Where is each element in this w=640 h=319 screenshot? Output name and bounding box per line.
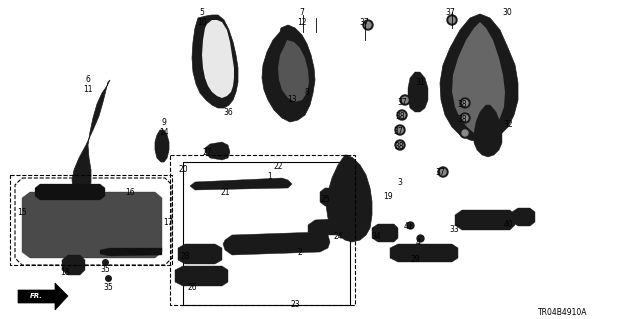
Polygon shape	[262, 25, 315, 122]
Polygon shape	[455, 210, 515, 230]
Polygon shape	[22, 192, 162, 258]
Circle shape	[400, 95, 410, 105]
Text: 40: 40	[503, 220, 513, 229]
Polygon shape	[390, 244, 458, 262]
Polygon shape	[178, 244, 222, 264]
Text: 31: 31	[415, 78, 425, 87]
Text: 24: 24	[333, 232, 343, 241]
Text: 7: 7	[300, 8, 305, 17]
Polygon shape	[205, 142, 230, 160]
Text: 35: 35	[103, 283, 113, 292]
Text: 19: 19	[383, 192, 393, 201]
Circle shape	[365, 22, 371, 28]
Text: 38: 38	[394, 142, 404, 151]
Polygon shape	[512, 208, 535, 226]
Text: 37: 37	[359, 18, 369, 27]
Text: 37: 37	[435, 168, 445, 177]
Text: 38: 38	[457, 115, 467, 124]
Text: 23: 23	[290, 300, 300, 309]
Text: 20: 20	[178, 165, 188, 174]
Text: 5: 5	[200, 8, 204, 17]
Text: 37: 37	[397, 98, 407, 107]
Text: 8: 8	[305, 88, 309, 97]
Text: 34: 34	[371, 232, 381, 241]
Text: 21: 21	[220, 188, 230, 197]
Polygon shape	[35, 184, 105, 200]
Text: FR.: FR.	[29, 293, 42, 299]
Circle shape	[440, 169, 446, 175]
Text: 17: 17	[163, 218, 173, 227]
Circle shape	[395, 125, 405, 135]
Polygon shape	[326, 155, 372, 242]
Text: 11: 11	[83, 85, 93, 94]
Circle shape	[397, 127, 403, 133]
Polygon shape	[62, 255, 85, 275]
Polygon shape	[474, 105, 502, 157]
Text: 29: 29	[410, 255, 420, 264]
Text: 12: 12	[297, 18, 307, 27]
Circle shape	[449, 17, 455, 23]
Text: 38: 38	[395, 112, 405, 121]
Polygon shape	[18, 283, 68, 310]
Circle shape	[462, 100, 468, 106]
Text: TR04B4910A: TR04B4910A	[538, 308, 588, 317]
Polygon shape	[175, 266, 228, 286]
Text: 15: 15	[17, 208, 27, 217]
Text: 35: 35	[100, 265, 110, 274]
Text: 3: 3	[397, 178, 403, 187]
Text: 36: 36	[223, 108, 233, 117]
Text: 27: 27	[202, 148, 212, 157]
Text: 6: 6	[86, 75, 90, 84]
Circle shape	[460, 128, 470, 138]
Polygon shape	[320, 188, 337, 206]
Circle shape	[397, 110, 407, 120]
Text: 38: 38	[457, 100, 467, 109]
Text: 2: 2	[298, 248, 302, 257]
Circle shape	[363, 20, 373, 30]
Circle shape	[395, 140, 405, 150]
Polygon shape	[72, 80, 110, 197]
Text: 10: 10	[197, 18, 207, 27]
Polygon shape	[308, 218, 356, 235]
Text: 22: 22	[273, 162, 283, 171]
Circle shape	[462, 115, 468, 121]
Polygon shape	[452, 22, 505, 136]
Polygon shape	[155, 130, 169, 162]
Text: 26: 26	[187, 283, 197, 292]
Circle shape	[438, 167, 448, 177]
Text: 37: 37	[445, 8, 455, 17]
Polygon shape	[192, 15, 238, 108]
Polygon shape	[408, 72, 428, 112]
Polygon shape	[278, 40, 309, 102]
Text: 4: 4	[415, 238, 420, 247]
Text: 28: 28	[180, 252, 189, 261]
Bar	[170, 155, 355, 305]
Text: 1: 1	[268, 172, 273, 181]
Circle shape	[399, 112, 405, 118]
Text: 25: 25	[320, 195, 330, 204]
Text: 14: 14	[159, 128, 169, 137]
Polygon shape	[372, 224, 398, 242]
Text: 18: 18	[60, 268, 70, 277]
Polygon shape	[202, 20, 234, 98]
Text: 16: 16	[125, 188, 135, 197]
Text: 13: 13	[287, 95, 297, 104]
Polygon shape	[190, 178, 292, 190]
Polygon shape	[440, 14, 518, 142]
Polygon shape	[223, 232, 330, 255]
Circle shape	[397, 142, 403, 148]
Circle shape	[460, 98, 470, 108]
Circle shape	[460, 113, 470, 123]
Text: 9: 9	[161, 118, 166, 127]
Circle shape	[462, 130, 468, 136]
Text: 33: 33	[449, 225, 459, 234]
Text: 32: 32	[503, 120, 513, 129]
Circle shape	[402, 97, 408, 103]
Text: 37: 37	[393, 127, 403, 136]
Circle shape	[447, 15, 457, 25]
Text: 30: 30	[502, 8, 512, 17]
Polygon shape	[100, 248, 162, 256]
Bar	[10, 175, 172, 265]
Text: 41: 41	[403, 222, 413, 231]
